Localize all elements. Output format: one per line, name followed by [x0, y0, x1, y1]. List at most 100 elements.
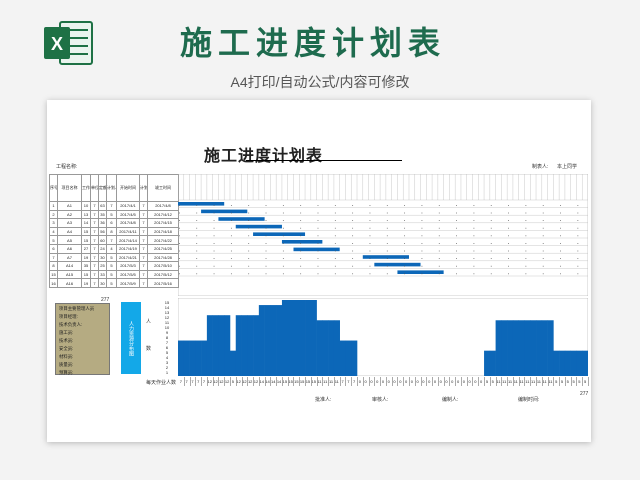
resource-bar [530, 320, 537, 376]
table-cell: 8 [106, 226, 117, 237]
table-cell: 7 [139, 269, 148, 280]
table-cell: 2017/5/10 [147, 261, 179, 271]
table-cell: 19 [81, 252, 91, 263]
gantt-dot [196, 258, 198, 259]
table-cell: 5 [106, 278, 117, 288]
gantt-dot [473, 265, 475, 267]
table-cell: 33 [98, 269, 107, 280]
table-cell: 2017/4/12 [147, 209, 179, 220]
gantt-dot [352, 227, 354, 229]
gantt-dot [213, 220, 215, 221]
gantt-dot [179, 227, 180, 229]
gantt-dot [265, 258, 267, 259]
daily-count-cell: 0 [357, 377, 364, 386]
daily-count-cell: 5 [553, 377, 561, 386]
table-cell: 63 [98, 201, 107, 211]
gantt-dot [542, 243, 544, 244]
gantt-dot [456, 235, 457, 237]
resource-bar [229, 350, 237, 376]
gantt-dot [438, 258, 440, 259]
y-tick-label: 1 [165, 370, 169, 375]
manager-item: 技术员: [59, 338, 74, 343]
gantt-dot [369, 258, 371, 259]
daily-count-cell: 11 [496, 377, 503, 386]
gantt-dot [560, 273, 561, 275]
y-tick-label: 2 [165, 365, 169, 370]
manager-item: 技术负责人: [59, 322, 83, 327]
gantt-dot [473, 227, 475, 229]
gantt-dot [456, 265, 457, 267]
gantt-dot [577, 227, 579, 229]
gantt-dot [179, 220, 180, 221]
gantt-dot [230, 258, 232, 259]
daily-count-cell: 0 [374, 377, 382, 386]
gantt-dot [456, 250, 457, 252]
gantt-bar [374, 262, 421, 267]
daily-count-cell: 0 [455, 377, 462, 386]
gantt-dot [473, 220, 475, 221]
gantt-dot [508, 212, 509, 214]
table-cell: 35 [81, 261, 91, 271]
gantt-dot [438, 227, 440, 229]
daily-count-cell: 0 [380, 377, 387, 386]
resource-bar [247, 315, 254, 376]
gantt-dot [490, 227, 492, 229]
daily-count-cell: 0 [403, 377, 410, 386]
gantt-dot [179, 250, 180, 252]
daily-count-cell: 11 [334, 377, 341, 386]
gantt-dot [386, 205, 388, 206]
header-cell: 工作量 [81, 174, 91, 202]
table-cell: 7 [139, 201, 148, 211]
gantt-dot [404, 220, 406, 221]
gantt-dot [490, 212, 492, 214]
gantt-dot [352, 235, 354, 237]
resource-bar [328, 320, 335, 376]
table-cell: 5 [106, 261, 117, 271]
resource-bar [264, 305, 271, 376]
table-cell: 15 [81, 226, 91, 237]
daily-count-cell: 0 [478, 377, 486, 386]
person-label-a: 人 [146, 319, 152, 325]
daily-count-cell: 11 [328, 377, 335, 386]
gantt-dot [386, 273, 388, 275]
daily-count-cell: 11 [531, 377, 538, 386]
gantt-dot [369, 265, 371, 267]
daily-count-cell: 0 [415, 377, 422, 386]
gantt-dot [213, 205, 215, 206]
gantt-dot [438, 220, 440, 221]
hero-subtitle: A4打印/自动公式/内容可修改 [230, 74, 410, 90]
resource-bar [310, 300, 317, 376]
gantt-dot [282, 243, 284, 244]
resource-bar [512, 320, 520, 376]
doc-title: 施工进度计划表 [204, 146, 324, 165]
gantt-dot [196, 227, 198, 229]
hero-title: 施工进度计划表 [180, 24, 447, 62]
table-cell: A6 [57, 243, 82, 254]
table-cell: 35 [98, 209, 107, 220]
resource-bar [293, 300, 300, 376]
gantt-dot [438, 250, 440, 252]
daily-count-cell: 7 [195, 377, 203, 386]
gantt-dot [490, 265, 492, 267]
gantt-dot [577, 250, 579, 252]
table-row: 2 A2 13 7 35 5 2017/4/5 7 2017/4/12 [49, 209, 179, 220]
header-cell: 竣工时间 [147, 174, 179, 202]
gantt-dot [179, 205, 180, 206]
gantt-dot [542, 205, 544, 206]
gantt-dot [248, 258, 250, 259]
gantt-dot [421, 212, 423, 214]
y-tick-label: 6 [165, 345, 169, 350]
table-cell: 30 [98, 278, 107, 288]
daily-count-cell: 0 [461, 377, 468, 386]
gantt-dot [508, 250, 509, 252]
gantt-dot [300, 265, 302, 267]
gantt-grid [178, 174, 588, 296]
gantt-frame [178, 174, 588, 296]
header-cell: 单位数量 [90, 174, 99, 202]
header-cell: 计划天数 [139, 174, 148, 202]
gantt-dot [300, 243, 302, 244]
resource-bar [339, 340, 346, 376]
gantt-dot [542, 227, 544, 229]
table-cell: 25 [98, 261, 107, 271]
resource-bar [570, 350, 577, 376]
